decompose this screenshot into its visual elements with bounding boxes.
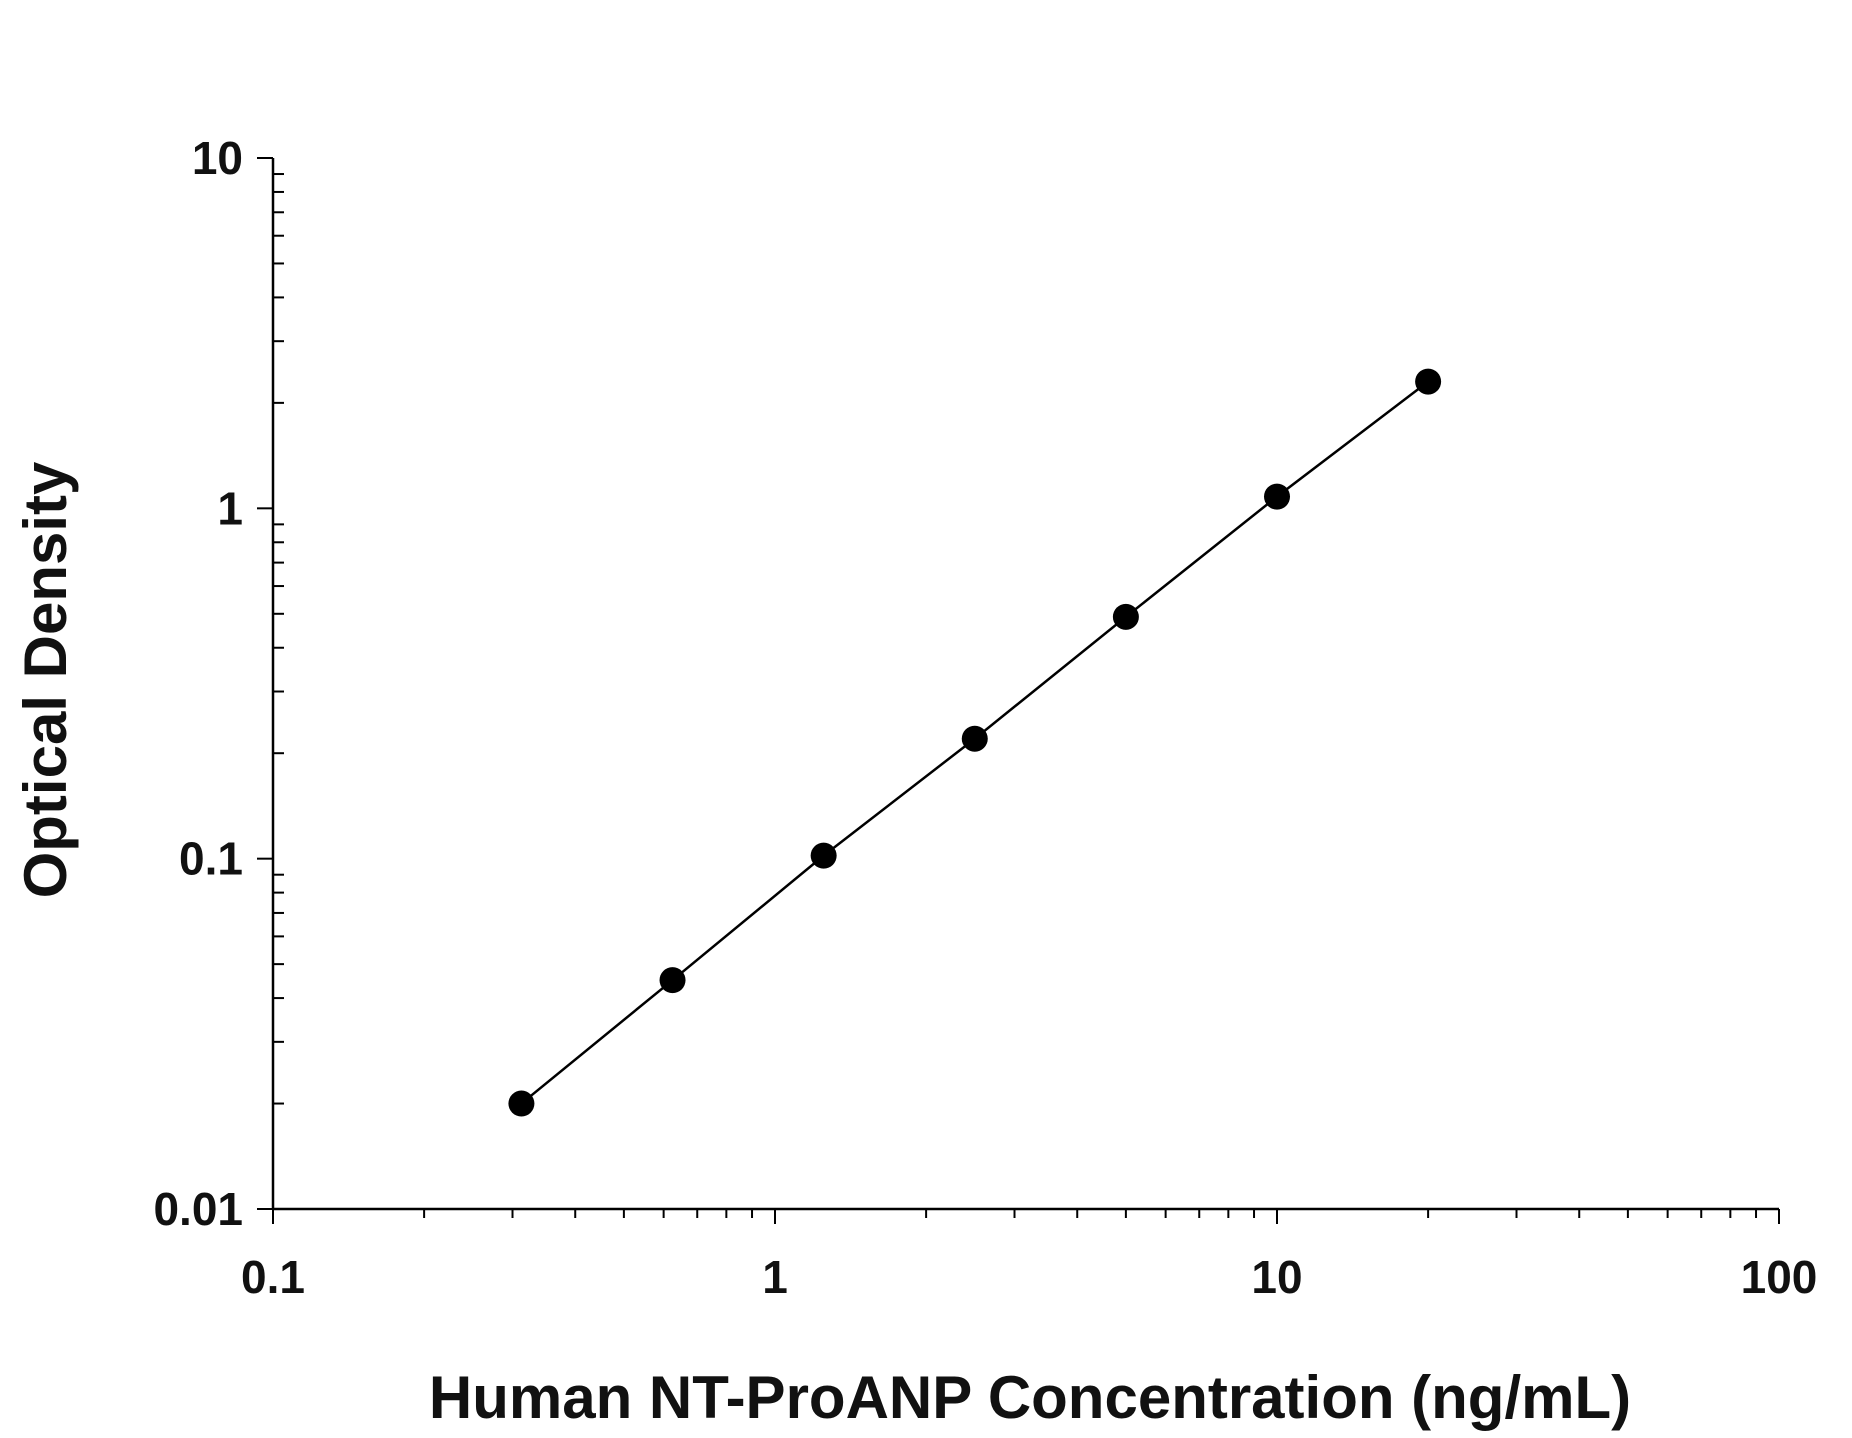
y-axis-title: Optical Density: [12, 461, 79, 898]
x-axis-title: Human NT-ProANP Concentration (ng/mL): [429, 1364, 1631, 1431]
x-tick-label: 100: [1741, 1251, 1818, 1303]
series-layer: [508, 368, 1442, 1117]
y-tick-label: 0.1: [179, 833, 243, 885]
data-point: [1415, 368, 1442, 395]
data-point: [961, 725, 988, 752]
axes: 0.1 1 10 100 0.01 0.1 1 10: [153, 132, 1817, 1303]
labels: Human NT-ProANP Concentration (ng/mL) Op…: [12, 461, 1631, 1431]
data-point: [1112, 603, 1139, 630]
x-tick-label: 10: [1251, 1251, 1302, 1303]
y-tick-label: 10: [192, 132, 243, 184]
data-point: [810, 842, 837, 869]
x-tick-label: 0.1: [241, 1251, 305, 1303]
data-point: [1264, 483, 1290, 510]
y-tick-label: 1: [217, 482, 243, 534]
x-tick-label: 1: [762, 1251, 788, 1303]
data-point: [659, 967, 686, 994]
data-point: [508, 1090, 535, 1117]
y-tick-label: 0.01: [153, 1183, 243, 1235]
